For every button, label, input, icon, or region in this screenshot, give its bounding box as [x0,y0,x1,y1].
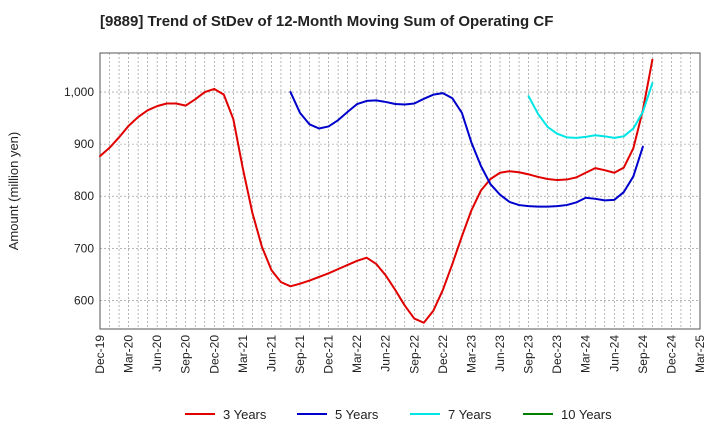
legend-label: 3 Years [223,407,267,422]
x-tick-label: Mar-24 [579,335,593,373]
series-line-3-years [99,58,654,324]
x-tick-label: Sep-22 [407,335,421,374]
legend-label: 7 Years [448,407,492,422]
y-axis-label: Amount (million yen) [6,132,21,251]
chart-title: [9889] Trend of StDev of 12-Month Moving… [100,13,554,30]
x-tick-label: Dec-22 [436,335,450,374]
series-line-5-years [289,91,644,208]
x-tick-label: Mar-22 [350,335,364,373]
x-tick-label: Jun-23 [493,335,507,372]
legend: 3 Years 5 Years 7 Years 10 Years [185,407,612,422]
x-tick-label: Jun-22 [379,335,393,372]
x-tick-label: Sep-24 [636,335,650,374]
x-tick-label: Sep-21 [293,335,307,374]
y-tick-label: 900 [74,137,94,151]
x-tick-label: Dec-19 [93,335,107,374]
x-tick-label: Mar-23 [464,335,478,373]
x-tick-labels: Dec-19 Mar-20 Jun-20 Sep-20 Dec-20 Mar-21 Jun-… [93,335,707,374]
series-line-7-years [527,82,654,139]
x-tick-label: Sep-23 [522,335,536,374]
y-tick-label: 800 [74,189,94,203]
x-tick-label: Mar-25 [693,335,707,373]
x-tick-label: Dec-23 [550,335,564,374]
x-tick-label: Jun-21 [264,335,278,372]
x-tick-label: Dec-21 [322,335,336,374]
x-tick-label: Sep-20 [179,335,193,374]
y-tick-label: 700 [74,241,94,255]
legend-label: 5 Years [335,407,379,422]
x-tick-label: Jun-24 [607,335,621,372]
x-tick-label: Dec-20 [207,335,221,374]
series-layer [99,58,654,324]
x-tick-label: Jun-20 [150,335,164,372]
legend-label: 10 Years [561,407,612,422]
plot-area [100,53,700,329]
plot-frame [99,52,701,330]
x-tick-label: Mar-20 [122,335,136,373]
y-tick-label: 1,000 [64,85,94,99]
y-tick-labels: 600 700 800 900 1,000 [64,85,94,307]
x-tick-label: Dec-24 [664,335,678,374]
x-tick-label: Mar-21 [236,335,250,373]
y-tick-label: 600 [74,293,94,307]
